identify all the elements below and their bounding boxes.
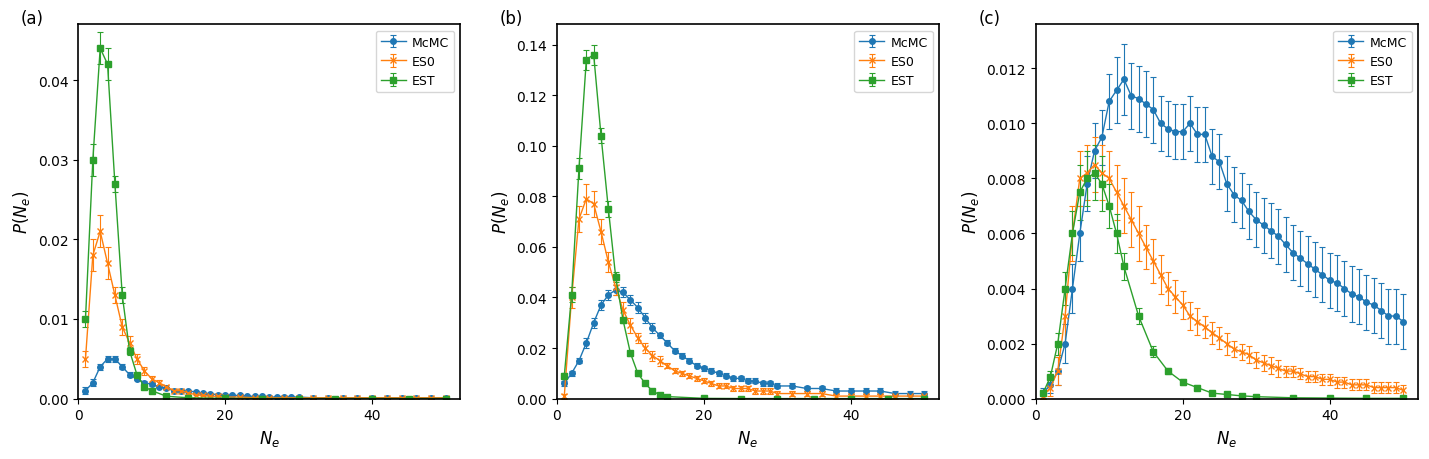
Y-axis label: $P(N_e)$: $P(N_e)$ [490,190,512,234]
X-axis label: $N_e$: $N_e$ [737,428,759,448]
Y-axis label: $P(N_e)$: $P(N_e)$ [11,190,31,234]
Legend: McMC, ES0, EST: McMC, ES0, EST [1333,32,1412,93]
Text: (b): (b) [500,10,523,28]
X-axis label: $N_e$: $N_e$ [259,428,280,448]
Y-axis label: $P(N_e)$: $P(N_e)$ [960,190,980,234]
Legend: McMC, ES0, EST: McMC, ES0, EST [376,32,454,93]
X-axis label: $N_e$: $N_e$ [1216,428,1238,448]
Text: (a): (a) [21,10,44,28]
Legend: McMC, ES0, EST: McMC, ES0, EST [855,32,933,93]
Text: (c): (c) [979,10,1000,28]
